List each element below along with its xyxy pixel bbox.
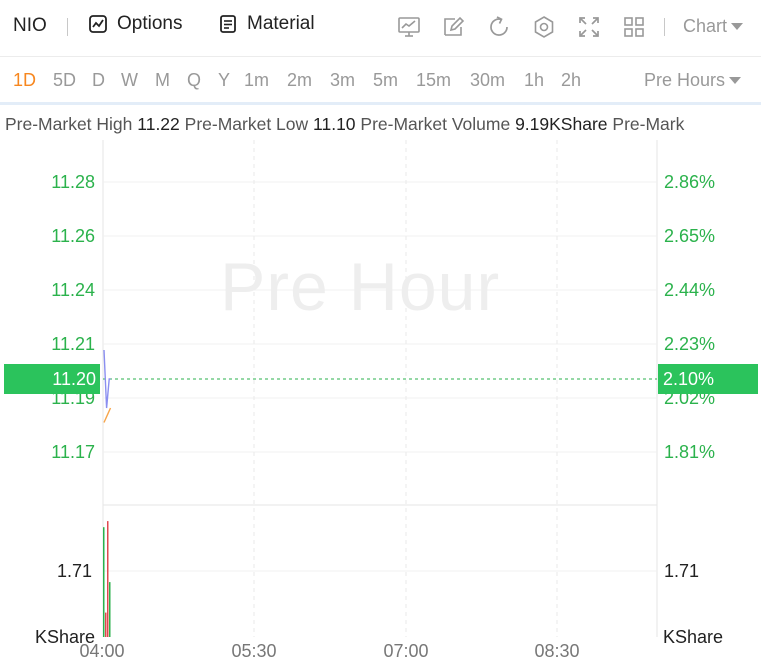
volume-bar <box>109 582 111 637</box>
average-price-line <box>103 407 112 423</box>
change-tick-right: 2.44% <box>664 280 716 300</box>
session-select-label: Pre Hours <box>644 70 726 90</box>
change-tick-right: 2.23% <box>664 334 716 354</box>
premarket-info-row: Pre-Market High 11.22 Pre-Market Low 11.… <box>5 114 761 135</box>
interval-y[interactable]: Y <box>218 70 231 90</box>
layout-grid-icon[interactable] <box>622 15 646 39</box>
interval-w[interactable]: W <box>121 70 138 90</box>
volume-unit-right: KShare <box>663 627 724 647</box>
interval-bar: 1D 5D D W M Q Y 1m 2m 3m 5m 15m 30m 1h 2… <box>0 56 761 102</box>
chart-grid <box>102 140 658 637</box>
price-tick-left: 11.21 <box>51 334 95 354</box>
volume-tick-left: 1.71 <box>57 561 93 581</box>
watermark: Pre Hour <box>220 249 501 325</box>
interval-5d[interactable]: 5D <box>53 70 77 90</box>
change-tick-right: 2.86% <box>664 172 716 192</box>
material-button[interactable]: Material <box>218 13 315 35</box>
chart-canvas[interactable] <box>0 140 761 665</box>
volume-label: Pre-Market Volume <box>360 114 511 134</box>
volume-tick-right: 1.71 <box>664 561 700 581</box>
chevron-down-icon <box>731 23 744 30</box>
high-value: 11.22 <box>137 114 180 134</box>
chart-type-select[interactable]: Chart <box>683 16 744 37</box>
interval-1m[interactable]: 1m <box>244 70 270 90</box>
options-icon <box>89 15 107 33</box>
interval-2m[interactable]: 2m <box>287 70 313 90</box>
interval-q[interactable]: Q <box>187 70 202 90</box>
document-icon <box>220 15 236 33</box>
interval-1d[interactable]: 1D <box>13 70 37 90</box>
volume-bar <box>105 612 107 637</box>
top-toolbar: NIO Options Material <box>0 0 761 56</box>
draw-icon[interactable] <box>441 15 465 39</box>
time-tick: 08:30 <box>534 641 580 661</box>
current-price-tag: 11.20 <box>4 364 100 394</box>
truncated-label: Pre-Mark <box>612 114 685 134</box>
price-chart[interactable]: Pre Hour 11.28 11.26 11.24 11.21 11.19 1… <box>0 140 761 665</box>
change-tick-right: 1.81% <box>664 442 716 462</box>
time-tick: 04:00 <box>79 641 125 661</box>
interval-1h[interactable]: 1h <box>524 70 545 90</box>
volume-value: 9.19KShare <box>515 114 608 134</box>
interval-2h[interactable]: 2h <box>561 70 582 90</box>
time-tick: 05:30 <box>231 641 277 661</box>
price-tick-left: 11.28 <box>51 172 95 192</box>
low-label: Pre-Market Low <box>184 114 309 134</box>
toolbar-divider <box>67 18 68 36</box>
options-button[interactable]: Options <box>88 13 182 35</box>
price-tick-left: 11.24 <box>51 280 95 300</box>
fullscreen-icon[interactable] <box>577 15 601 39</box>
price-lines <box>103 349 112 423</box>
chart-select-label: Chart <box>683 16 728 36</box>
interval-m[interactable]: M <box>155 70 170 90</box>
material-label: Material <box>247 13 315 34</box>
session-select[interactable]: Pre Hours <box>644 70 742 91</box>
price-tick-left: 11.26 <box>51 226 95 246</box>
options-label: Options <box>117 13 183 34</box>
interval-15m[interactable]: 15m <box>416 70 452 90</box>
symbol-label: NIO <box>13 15 47 36</box>
interval-5m[interactable]: 5m <box>373 70 399 90</box>
volume-bars <box>103 521 111 637</box>
change-tick-right: 2.65% <box>664 226 716 246</box>
refresh-icon[interactable] <box>487 15 511 39</box>
volume-unit-left: KShare <box>35 627 96 647</box>
section-divider <box>0 102 761 105</box>
indicator-icon[interactable] <box>397 15 421 39</box>
chevron-down-icon <box>729 77 742 84</box>
current-change-tag: 2.10% <box>658 364 758 394</box>
time-tick: 07:00 <box>383 641 429 661</box>
volume-bar <box>107 521 109 637</box>
interval-30m[interactable]: 30m <box>470 70 506 90</box>
interval-3m[interactable]: 3m <box>330 70 356 90</box>
price-tick-left: 11.17 <box>51 442 95 462</box>
toolbar-divider <box>664 18 665 36</box>
volume-bar <box>103 527 105 637</box>
low-value: 11.10 <box>313 114 356 134</box>
price-line <box>103 349 111 409</box>
interval-d[interactable]: D <box>92 70 105 90</box>
high-label: Pre-Market High <box>5 114 133 134</box>
settings-icon[interactable] <box>532 15 556 39</box>
